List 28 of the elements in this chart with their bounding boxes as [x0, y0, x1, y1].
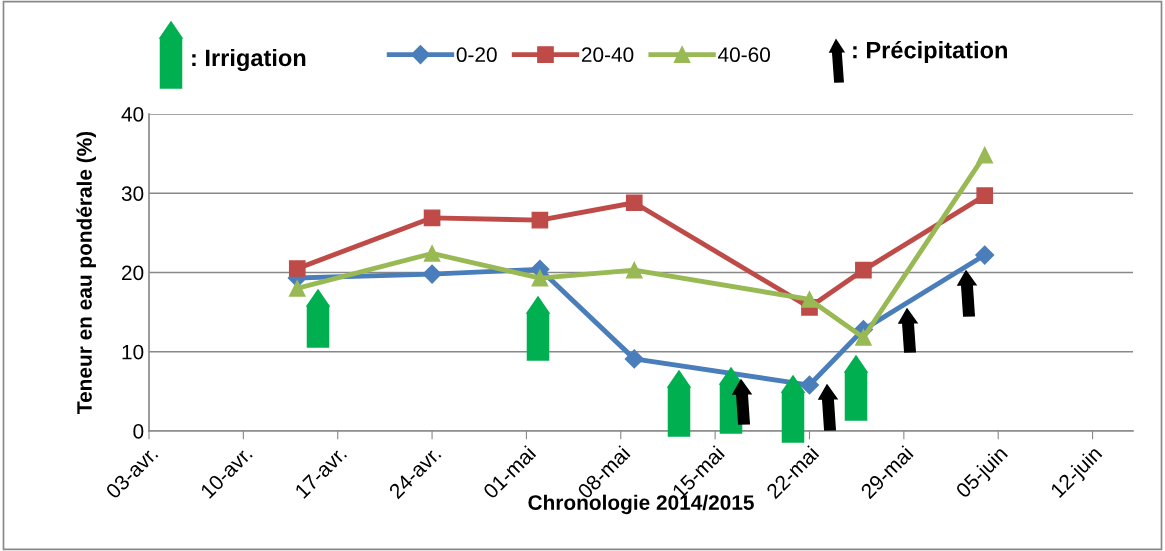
- point: [288, 280, 306, 297]
- y-tick-label: 0: [133, 424, 144, 439]
- y-tick-label: 10: [122, 344, 144, 360]
- point: [975, 245, 995, 265]
- legend-label: 20-40: [581, 47, 634, 63]
- point: [422, 264, 442, 284]
- y-tick-label: 20: [122, 265, 144, 281]
- text: : Précipitation: [853, 40, 1007, 64]
- point: [288, 260, 306, 277]
- point: [801, 291, 818, 308]
- point: [423, 245, 441, 262]
- point: [976, 146, 994, 164]
- point: [531, 211, 549, 229]
- point: [625, 194, 643, 212]
- legend-label: 0-20: [456, 47, 497, 63]
- point: [799, 375, 820, 395]
- point: [855, 261, 872, 279]
- point: [855, 329, 872, 346]
- point: [624, 349, 644, 369]
- point: [531, 269, 549, 287]
- y-axis-title: Teneur en eau pondérale (%): [76, 131, 96, 414]
- y-tick-label: 30: [121, 186, 144, 201]
- legend-label: 40-60: [717, 47, 770, 63]
- point: [625, 261, 643, 279]
- point: [423, 209, 441, 227]
- point: [976, 187, 994, 204]
- text: : Irrigation: [192, 48, 306, 72]
- y-tick-label: 40: [121, 107, 144, 122]
